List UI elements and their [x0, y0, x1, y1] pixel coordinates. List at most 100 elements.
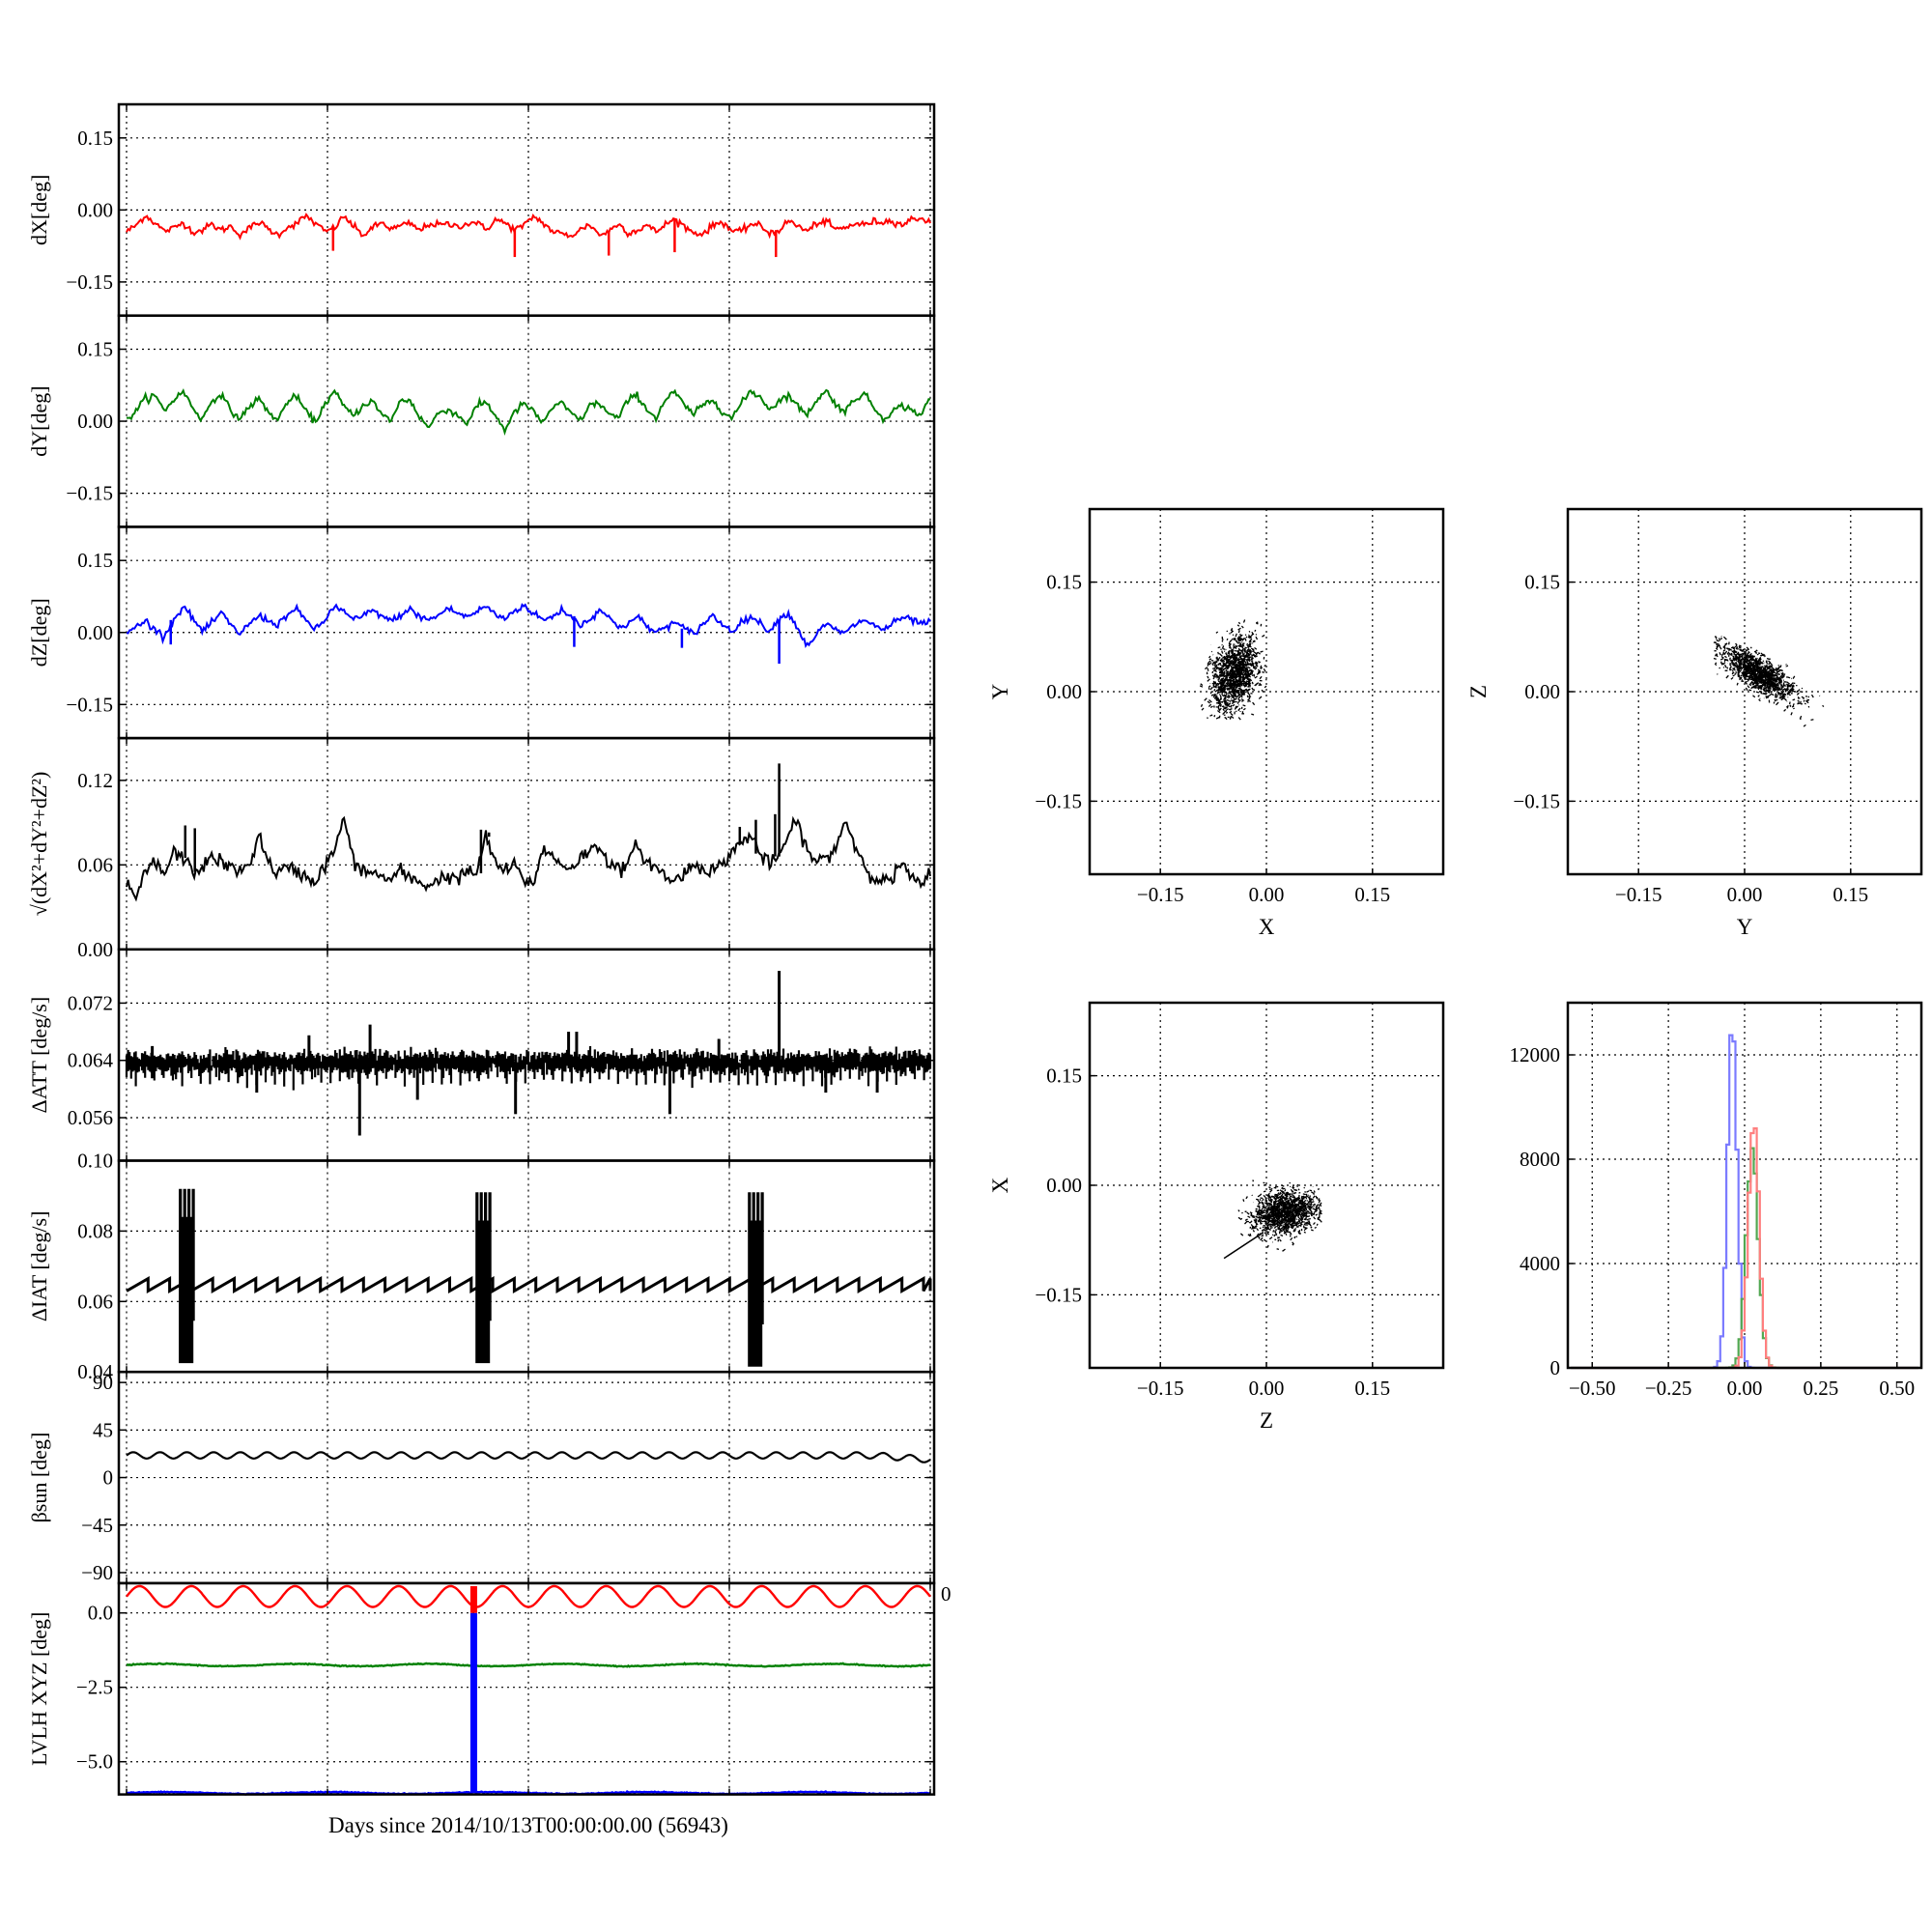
lvlh-series-line [126, 1584, 931, 1608]
x-tick-label: 0.15 [1354, 883, 1390, 906]
axes-frame [117, 1159, 936, 1374]
y-tick-label: −0.15 [1035, 1283, 1082, 1306]
x-axis-label: Y [1737, 915, 1753, 939]
y-tick-label: 0.04 [77, 1360, 113, 1383]
y-tick-label: 0.08 [77, 1219, 113, 1242]
y-tick-label: 0 [1550, 1356, 1561, 1379]
x-tick-label: 0.15 [1833, 883, 1868, 906]
scatter-points [1237, 1179, 1322, 1252]
y-tick-label: −0.15 [66, 482, 113, 505]
beta-sun-line [126, 1451, 931, 1463]
axes-frame [117, 1581, 936, 1796]
y-tick-label: −90 [81, 1561, 113, 1584]
y-tick-label: 0.15 [1046, 1065, 1082, 1088]
y-tick-label: 0.00 [1046, 1174, 1082, 1197]
y-tick-label: 0.15 [1524, 571, 1560, 594]
y-tick-label: −0.15 [66, 270, 113, 294]
timeseries-panel-8: 0.0 −2.5 −5.0 LVLH XYZ [deg] [27, 1581, 936, 1796]
y-axis-label: βsun [deg] [27, 1433, 51, 1523]
y-tick-label: −5.0 [76, 1750, 113, 1774]
y-axis-label: dY[deg] [27, 385, 51, 456]
y-tick-label: −0.15 [1513, 789, 1560, 812]
histogram-panel: −0.50 −0.25 0.00 0.25 0.50 12000 8000 4000 0 [1510, 1001, 1923, 1400]
timeseries-panel-2: 0.15 0.00 −0.15 dY[deg] [27, 314, 936, 528]
y-tick-label: 0.06 [77, 1290, 113, 1313]
y-tick-label: 0.00 [77, 410, 113, 433]
y-axis-label: ΔIAT [deg/s] [27, 1211, 51, 1322]
y-tick-label: 0.00 [77, 938, 113, 961]
y-tick-label: 0.00 [1046, 680, 1082, 703]
scatter-panel-xy: −0.15 0.15 0.00 0.00 0.15 −0.15 X Y [988, 507, 1445, 939]
lvlh-series-line [126, 1662, 931, 1668]
scatter-tail [1223, 1232, 1264, 1260]
timeseries-panel-4: 0.12 0.06 0.00 √(dX²+dY²+dZ²) [27, 736, 936, 961]
y-tick-label: −0.15 [66, 693, 113, 716]
y-tick-label: 0.064 [68, 1049, 114, 1072]
y-tick-label: −2.5 [76, 1676, 113, 1699]
y-tick-label: 4000 [1520, 1252, 1560, 1275]
x-tick-label: 0.50 [1879, 1377, 1915, 1400]
y-tick-label: −0.15 [1035, 789, 1082, 812]
x-tick-label: −0.50 [1569, 1377, 1616, 1400]
y-tick-label: 0.056 [68, 1106, 113, 1129]
scatter-panel-zx: −0.15 0.15 0.00 0.00 0.15 −0.15 Z X [988, 1001, 1445, 1433]
scatter-points [1199, 619, 1267, 721]
series-line [126, 603, 931, 648]
y-tick-label: 0.12 [77, 769, 113, 792]
y-tick-label: 0.15 [77, 549, 113, 572]
stray-tick-label: 0 [941, 1582, 952, 1605]
axes-frame [117, 736, 936, 952]
series-line [126, 213, 931, 241]
burst [179, 1188, 195, 1364]
rate-band [125, 1046, 932, 1091]
y-tick-label: 0.00 [1524, 680, 1560, 703]
y-axis-label: √(dX²+dY²+dZ²) [27, 772, 51, 917]
x-tick-label: −0.15 [1137, 1377, 1184, 1400]
y-axis-label: ΔATT [deg/s] [27, 997, 51, 1114]
y-axis-label: dZ[deg] [27, 598, 51, 667]
timeseries-panel-7: 90 45 0 −45 −90 βsun [deg] [27, 1370, 936, 1585]
x-tick-label: −0.25 [1645, 1377, 1692, 1400]
x-tick-label: 0.00 [1249, 883, 1285, 906]
y-tick-label: 0.072 [68, 991, 113, 1014]
y-tick-label: 0.06 [77, 853, 113, 876]
x-tick-label: 0.00 [1249, 1377, 1285, 1400]
y-axis-label: dX[deg] [27, 175, 51, 245]
x-tick-label: −0.15 [1137, 883, 1184, 906]
y-tick-label: 12000 [1510, 1043, 1561, 1066]
timeseries-panel-1: 0.15 0.00 −0.15 dX[deg] [27, 102, 936, 317]
y-tick-label: 0.15 [1046, 571, 1082, 594]
y-tick-label: 0.0 [88, 1602, 113, 1625]
x-axis-label: Z [1260, 1408, 1273, 1433]
x-axis-label: X [1259, 915, 1275, 939]
y-tick-label: 0.00 [77, 621, 113, 644]
x-tick-label: 0.25 [1804, 1377, 1839, 1400]
y-tick-label: 45 [93, 1418, 113, 1441]
scatter-panel-yz: −0.15 0.15 0.00 0.00 0.15 −0.15 Y Z [1466, 507, 1923, 939]
y-axis-label: LVLH XYZ [deg] [27, 1612, 51, 1766]
y-tick-label: 0.15 [77, 337, 113, 360]
y-tick-label: 0.10 [77, 1150, 113, 1173]
series-line [126, 815, 931, 902]
x-tick-label: 0.15 [1354, 1377, 1390, 1400]
x-tick-label: 0.00 [1727, 1377, 1763, 1400]
y-axis-label: X [988, 1177, 1012, 1193]
scatter-points [1713, 636, 1825, 727]
y-axis-label: Y [988, 683, 1012, 699]
y-tick-label: 0 [103, 1466, 114, 1490]
timeseries-panel-3: 0.15 0.00 −0.15 dZ[deg] [27, 526, 936, 740]
x-tick-label: 0.00 [1727, 883, 1763, 906]
y-tick-label: 0.15 [77, 127, 113, 150]
timeseries-panel-5: 0.072 0.064 0.056 ΔATT [deg/s] [27, 948, 936, 1162]
series-line [126, 387, 931, 436]
timeseries-panel-6: 0.10 0.08 0.06 0.04 ΔIAT [deg/s] [27, 1150, 936, 1383]
shared-x-axis-label: Days since 2014/10/13T00:00:00.00 (56943… [328, 1813, 728, 1837]
burst [748, 1192, 764, 1367]
y-axis-label: Z [1466, 685, 1491, 698]
x-tick-label: −0.15 [1615, 883, 1662, 906]
y-tick-label: 8000 [1520, 1148, 1560, 1171]
burst [475, 1192, 492, 1364]
y-tick-label: 90 [93, 1371, 113, 1394]
sawtooth-line [126, 1276, 932, 1293]
